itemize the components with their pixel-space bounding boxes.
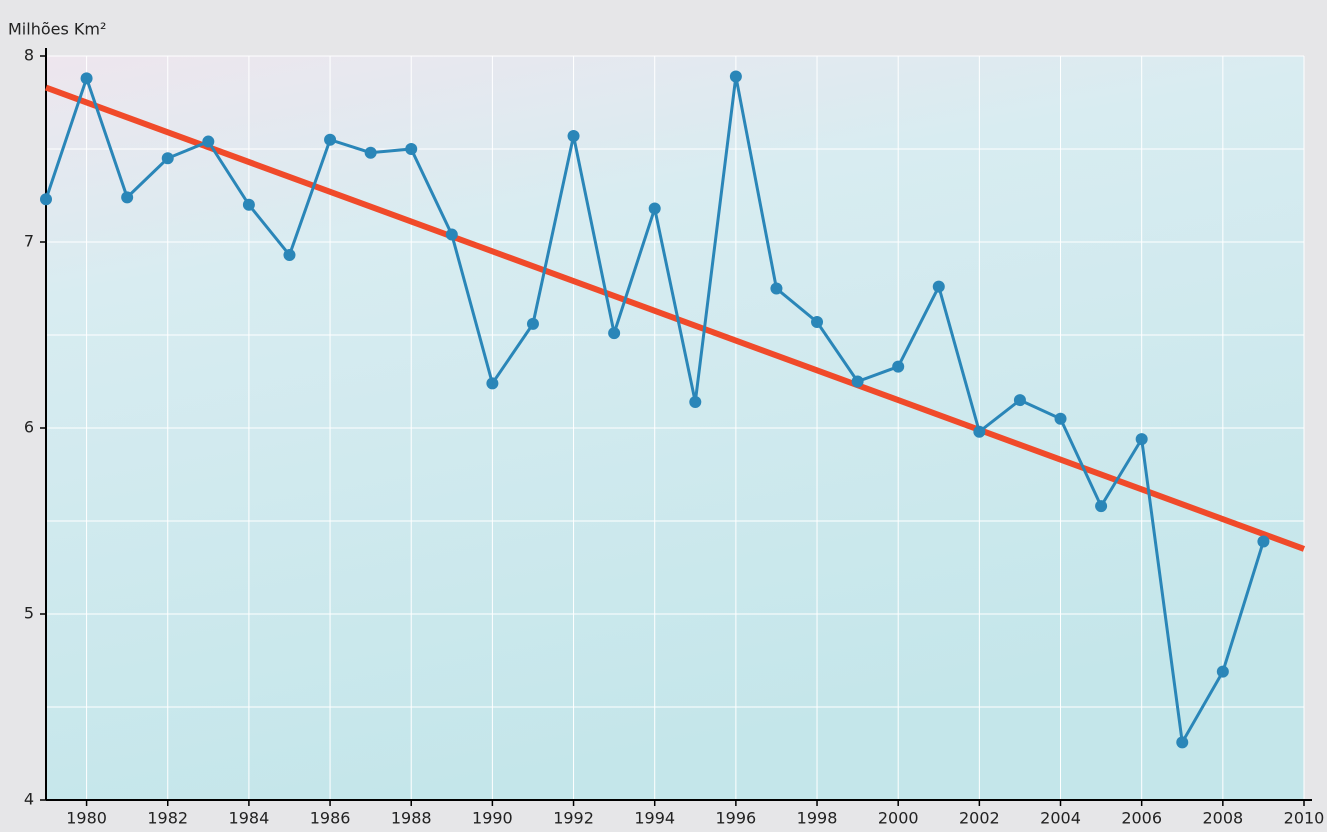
data-point	[445, 228, 458, 241]
data-point	[973, 425, 986, 438]
data-point	[1095, 500, 1108, 513]
data-point	[161, 152, 174, 165]
y-tick-label: 7	[24, 232, 34, 251]
data-point	[811, 315, 824, 328]
x-tick-label: 2010	[1284, 809, 1325, 828]
x-tick-label: 1998	[797, 809, 838, 828]
x-tick-label: 1984	[229, 809, 270, 828]
x-tick-label: 1982	[147, 809, 188, 828]
data-point	[1176, 736, 1189, 749]
data-point	[1135, 433, 1148, 446]
data-point	[526, 317, 539, 330]
y-tick-label: 6	[24, 418, 34, 437]
data-point	[1013, 394, 1026, 407]
x-tick-label: 1980	[66, 809, 107, 828]
data-point	[486, 377, 499, 390]
data-point	[364, 146, 377, 159]
data-point	[851, 375, 864, 388]
data-point	[121, 191, 134, 204]
x-tick-label: 1986	[310, 809, 351, 828]
data-point	[80, 72, 93, 85]
trend-line	[44, 84, 1306, 552]
y-tick-label: 4	[24, 790, 34, 809]
data-point	[567, 129, 580, 142]
x-tick-label: 1996	[716, 809, 757, 828]
x-tick-label: 1994	[634, 809, 675, 828]
data-point	[892, 360, 905, 373]
x-tick-label: 2004	[1040, 809, 1081, 828]
y-tick-label: 8	[24, 46, 34, 65]
data-point	[283, 249, 296, 262]
data-point	[648, 202, 661, 215]
data-point	[202, 135, 215, 148]
x-tick-label: 2006	[1121, 809, 1162, 828]
data-point	[40, 193, 52, 206]
x-tick-label: 2002	[959, 809, 1000, 828]
data-point	[324, 133, 337, 146]
data-point	[1257, 535, 1270, 548]
x-tick-label: 2000	[878, 809, 919, 828]
x-tick-label: 1988	[391, 809, 432, 828]
data-point	[405, 143, 418, 155]
x-tick-label: 2008	[1202, 809, 1243, 828]
data-point	[1216, 665, 1229, 678]
y-axis-label: Milhões Km²	[8, 20, 106, 39]
x-tick-label: 1990	[472, 809, 513, 828]
y-tick-label: 5	[24, 604, 34, 623]
data-point	[932, 280, 945, 293]
x-tick-label: 1992	[553, 809, 594, 828]
data-point	[242, 198, 255, 211]
data-point	[1054, 412, 1067, 425]
data-point	[770, 282, 783, 295]
data-point	[729, 70, 742, 83]
data-point	[689, 395, 702, 408]
data-point	[608, 327, 621, 340]
